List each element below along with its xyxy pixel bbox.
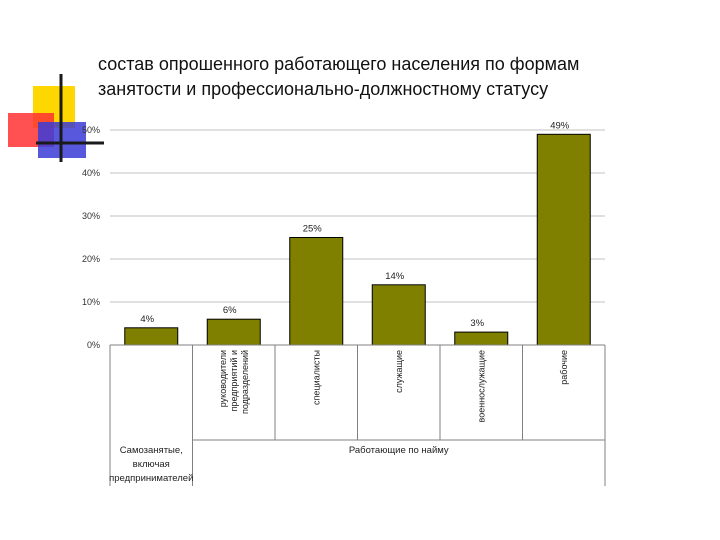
- category-label-line: специалисты: [311, 350, 321, 405]
- category-label-line: руководители: [218, 350, 228, 407]
- group-label: предпринимателей: [109, 473, 193, 484]
- data-label: 4%: [140, 314, 154, 325]
- title-line-1: состав опрошенного работающего населения…: [98, 54, 580, 74]
- category-label: служащие: [394, 350, 404, 393]
- category-label: специалисты: [311, 350, 321, 405]
- category-label: рабочие: [559, 350, 569, 385]
- data-label: 6%: [223, 305, 237, 316]
- y-tick-label: 10%: [82, 297, 100, 307]
- y-tick-label: 20%: [82, 254, 100, 264]
- corner-decoration: [8, 74, 104, 162]
- category-label-line: подразделений: [240, 350, 250, 414]
- data-label: 3%: [470, 318, 484, 329]
- slide-title: состав опрошенного работающего населения…: [98, 52, 678, 102]
- group-label: Работающие по найму: [349, 445, 449, 456]
- category-label-line: военнослужащие: [476, 350, 486, 422]
- bar: [289, 237, 344, 346]
- category-label: военнослужащие: [476, 350, 486, 422]
- bar: [536, 133, 591, 346]
- bar: [371, 284, 426, 346]
- bar: [454, 331, 509, 346]
- category-label-line: рабочие: [559, 350, 569, 385]
- y-tick-label: 30%: [82, 211, 100, 221]
- group-label: Самозанятые,: [120, 445, 183, 456]
- category-label: руководители предприятий и подразделений: [218, 350, 250, 414]
- bar: [124, 327, 179, 346]
- category-label-line: предприятий и: [229, 350, 239, 411]
- y-tick-label: 50%: [82, 125, 100, 135]
- group-label: включая: [133, 459, 170, 470]
- y-tick-label: 0%: [87, 340, 100, 350]
- bar: [206, 318, 261, 346]
- category-label-line: служащие: [394, 350, 404, 393]
- y-tick-label: 40%: [82, 168, 100, 178]
- data-label: 14%: [385, 271, 405, 282]
- data-label: 49%: [550, 120, 570, 131]
- data-label: 25%: [303, 224, 323, 235]
- title-line-2: занятости и профессионально-должностному…: [98, 79, 549, 99]
